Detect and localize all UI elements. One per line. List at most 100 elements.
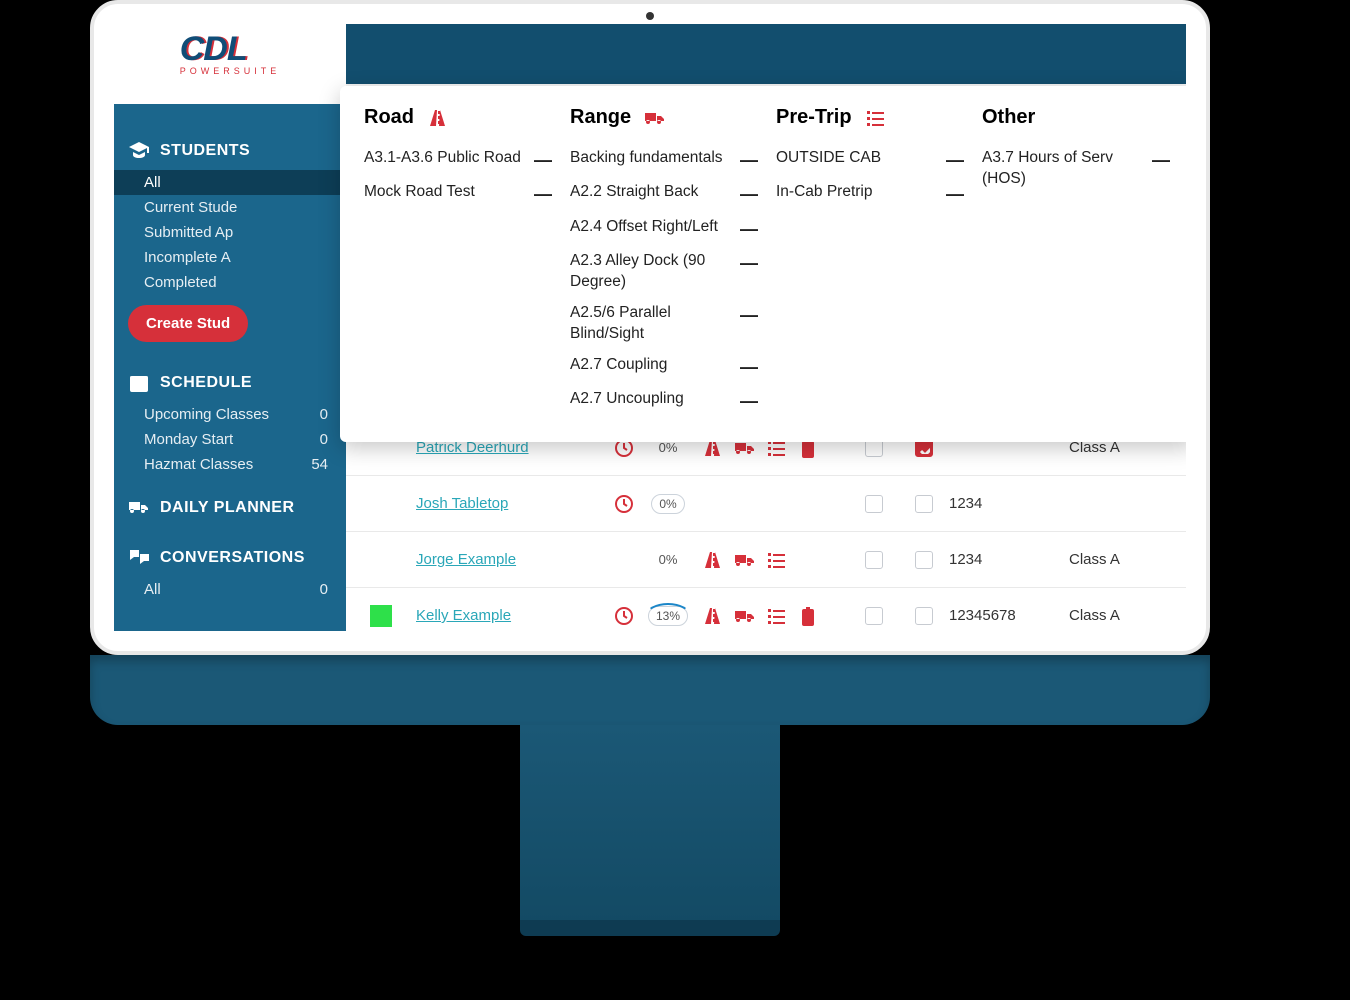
popover-row-status: — [740,148,758,172]
checkbox-1[interactable] [865,495,883,513]
sidebar-students-header[interactable]: STUDENTS [114,132,346,170]
progress-icons [694,606,849,626]
popover-row-status: — [946,182,964,206]
popover-row[interactable]: A2.3 Alley Dock (90 Degree)— [570,246,758,298]
popover-row[interactable]: Backing fundamentals — [570,143,758,177]
sidebar-item-count: 0 [320,581,332,598]
sidebar-item-label: Upcoming Classes [144,406,269,423]
table-row: Kelly Example 13% 12345678Class A [346,588,1186,631]
truck-icon[interactable] [734,550,754,570]
create-student-button[interactable]: Create Stud [128,305,248,342]
monitor-chin [90,655,1210,725]
sidebar-item-label: Current Stude [144,199,237,216]
student-link[interactable]: Kelly Example [416,607,511,624]
popover-row-label: A2.7 Coupling [570,355,730,376]
popover-row-status: — [946,148,964,172]
truck-icon[interactable] [734,606,754,626]
popover-row[interactable]: A2.5/6 Parallel Blind/Sight— [570,298,758,350]
truck-icon [128,497,150,519]
popover-pretrip-title: Pre-Trip [776,106,852,129]
popover-row[interactable]: A2.7 Uncoupling— [570,384,758,418]
clip-icon[interactable] [798,606,818,626]
popover-row-label: A3.7 Hours of Serv (HOS) [982,148,1142,190]
road-icon [426,108,448,128]
camera-dot [646,12,654,20]
sidebar-item[interactable]: Completed [114,270,346,295]
students-table: Patrick Deerhurd0%Class AJosh Tabletop0%… [346,420,1186,631]
popover-row-status: — [534,182,552,206]
number-cell: 1234 [949,495,1069,512]
sidebar-item[interactable]: Monday Start0 [114,427,346,452]
popover-row[interactable]: OUTSIDE CAB— [776,143,964,177]
number-cell: 12345678 [949,607,1069,624]
checkbox-2[interactable] [915,607,933,625]
main-area: Road A3.1-A3.6 Public Road—Mock Road Tes… [346,84,1186,631]
checkbox-2[interactable] [915,495,933,513]
sidebar-item[interactable]: Current Stude [114,195,346,220]
sidebar-students: STUDENTS All Current Stude Submitted Ap Inc… [114,132,346,352]
sidebar-daily: DAILY PLANNER [114,489,346,527]
logo: CDL POWERSUITE [114,24,346,104]
popover-col-other: Other A3.7 Hours of Serv (HOS)— [982,106,1170,418]
class-cell: Class A [1069,607,1149,624]
popover-row[interactable]: Mock Road Test — [364,177,552,211]
popover-col-road: Road A3.1-A3.6 Public Road—Mock Road Tes… [364,106,552,418]
popover-row-status: — [740,217,758,241]
clock-icon [614,606,634,626]
flag-icon [370,605,392,627]
sidebar-item-count: 0 [320,431,332,448]
popover-row-label: Backing fundamentals [570,148,730,169]
popover-range-title: Range [570,106,631,129]
checkbox-1[interactable] [865,551,883,569]
popover-row-label: Mock Road Test [364,182,524,203]
sidebar-item[interactable]: Submitted Ap [114,220,346,245]
popover-row-label: A2.3 Alley Dock (90 Degree) [570,251,730,293]
logo-text: CDL [180,30,247,68]
popover-row-label: A2.2 Straight Back [570,182,730,203]
progress-icons [694,550,849,570]
popover-row-status: — [740,182,758,206]
student-link[interactable]: Josh Tabletop [416,495,508,512]
popover-row-status: — [740,303,758,327]
sidebar-daily-header[interactable]: DAILY PLANNER [114,489,346,527]
popover-row-label: In-Cab Pretrip [776,182,936,203]
monitor-stand [520,725,780,925]
graduation-icon [128,140,150,162]
sidebar-conversations-title: CONVERSATIONS [160,549,305,567]
student-link[interactable]: Jorge Example [416,551,516,568]
topbar: CDL POWERSUITE [114,24,1186,84]
list-icon[interactable] [766,606,786,626]
popover-row-status: — [740,389,758,413]
popover-row[interactable]: A2.7 Coupling— [570,350,758,384]
sidebar-item[interactable]: Hazmat Classes54 [114,452,346,477]
checkbox-2[interactable] [915,551,933,569]
sidebar-item-label: All [144,174,161,191]
percent-text: 0% [659,440,678,455]
popover-row[interactable]: A2.2 Straight Back — [570,177,758,211]
road-icon[interactable] [702,550,722,570]
sidebar-item-count: 54 [311,456,332,473]
popover-row[interactable]: A3.1-A3.6 Public Road— [364,143,552,177]
sidebar-item-label: Submitted Ap [144,224,233,241]
sidebar-schedule-title: SCHEDULE [160,374,252,392]
percent-pill: 13% [648,606,688,626]
road-icon[interactable] [702,606,722,626]
popover-row[interactable]: In-Cab Pretrip — [776,177,964,211]
list-icon[interactable] [766,550,786,570]
sidebar-item[interactable]: Incomplete A [114,245,346,270]
sidebar-schedule-header[interactable]: SCHEDULE [114,364,346,402]
sidebar-item[interactable]: Upcoming Classes 0 [114,402,346,427]
sidebar-item-label: All [144,581,161,598]
sidebar-conversations-header[interactable]: CONVERSATIONS [114,539,346,577]
popover-other-title: Other [982,106,1035,129]
chat-icon [128,547,150,569]
sidebar-item-count: 0 [320,406,332,423]
popover-row[interactable]: A2.4 Offset Right/Left — [570,212,758,246]
checkbox-1[interactable] [865,607,883,625]
calendar-icon [128,372,150,394]
truck-icon [643,108,665,128]
sidebar-item[interactable]: All [114,170,346,195]
popover-row-label: A2.4 Offset Right/Left [570,217,730,238]
sidebar-item[interactable]: All 0 [114,577,346,602]
popover-row[interactable]: A3.7 Hours of Serv (HOS)— [982,143,1170,195]
